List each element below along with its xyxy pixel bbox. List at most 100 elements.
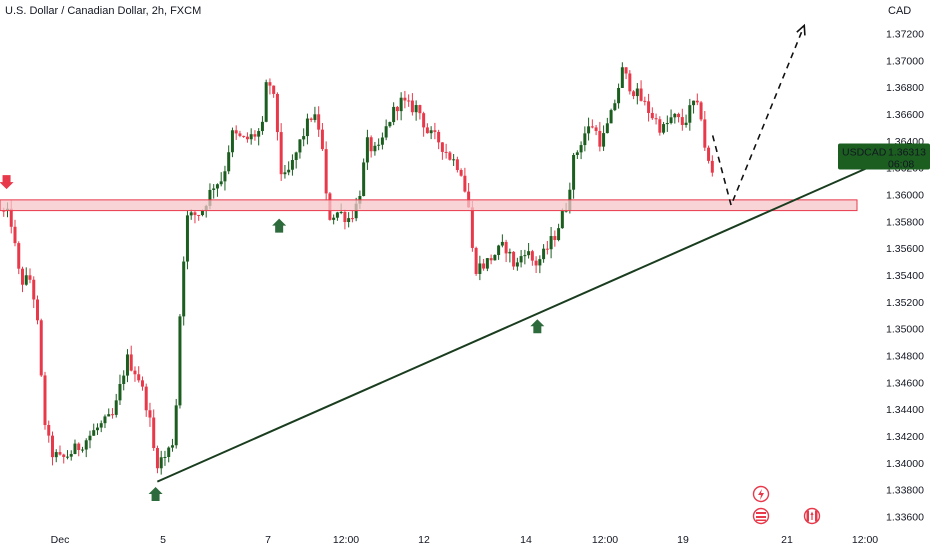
candle-body: [245, 136, 249, 140]
candle-body: [58, 452, 62, 455]
time-tick-label: 14: [520, 534, 532, 546]
candle-body: [137, 374, 141, 381]
candle-body: [212, 188, 216, 190]
candle-body: [602, 133, 606, 147]
candle-body: [347, 218, 351, 223]
time-tick-label: Dec: [51, 534, 70, 546]
candle-body: [538, 259, 542, 266]
candle-body: [268, 82, 272, 86]
candle-body: [688, 105, 692, 123]
time-axis: Dec 5 7 12:00 12 14 12:00 19 21 12:00: [51, 534, 879, 546]
price-tick-label: 1.35800: [886, 216, 924, 228]
projection-path[interactable]: [711, 25, 805, 208]
candle-body: [605, 123, 609, 134]
candle-body: [230, 130, 234, 153]
price-tick-label: 1.35400: [886, 270, 924, 282]
price-tag: USDCAD 1.36313 06:08: [838, 143, 930, 171]
candle-body: [219, 181, 223, 185]
candle-body: [459, 170, 463, 176]
price-tag-countdown: 06:08: [888, 159, 914, 171]
candle-body: [703, 119, 707, 148]
candle-body: [437, 131, 441, 143]
candle-body: [9, 208, 13, 227]
candle-body: [2, 210, 6, 212]
candle-body: [710, 160, 714, 173]
candle-body: [643, 100, 647, 102]
candle-body: [283, 172, 287, 175]
canada-flag-icon[interactable]: [803, 507, 821, 525]
candle-body: [519, 256, 523, 263]
candle-body: [635, 88, 639, 97]
candle-body: [470, 207, 474, 248]
candle-body: [493, 254, 497, 261]
candle-body: [69, 454, 73, 457]
price-tick-label: 1.33600: [886, 512, 924, 524]
candle-body: [35, 299, 39, 321]
candle-body: [647, 101, 651, 113]
candle-body: [129, 354, 133, 371]
lightning-icon[interactable]: [752, 485, 770, 503]
candle-body: [332, 217, 336, 220]
time-tick-label: 12: [418, 534, 430, 546]
candle-body: [377, 144, 381, 146]
candle-body: [215, 184, 219, 189]
candle-body: [673, 113, 677, 118]
candle-body: [324, 149, 328, 194]
candle-body: [628, 73, 632, 92]
candle-body: [99, 423, 103, 428]
price-tick-label: 1.37200: [886, 29, 924, 41]
candle-body: [609, 110, 613, 124]
price-tick-label: 1.33800: [886, 485, 924, 497]
candle-body: [343, 211, 347, 223]
candle-body: [680, 117, 684, 125]
candle-body: [167, 447, 171, 457]
candle-body: [163, 456, 167, 458]
candle-body: [140, 380, 144, 387]
candle-body: [410, 100, 414, 113]
candle-body: [43, 375, 47, 425]
candle-body: [669, 117, 673, 124]
candle-body: [159, 457, 163, 469]
candle-body: [320, 129, 324, 150]
arrow-up-marker: [272, 218, 287, 233]
candle-body: [339, 211, 343, 213]
candle-body: [118, 384, 122, 401]
candle-body: [253, 134, 257, 137]
candle-body: [392, 106, 396, 123]
candle-body: [572, 154, 576, 190]
price-tick-label: 1.37000: [886, 55, 924, 67]
trendline-layer: [156, 23, 875, 483]
candle-body: [425, 127, 429, 134]
candle-body: [272, 85, 276, 94]
candle-body: [174, 405, 178, 446]
support-zone: [0, 199, 858, 212]
candle-body: [530, 251, 534, 261]
candle-body: [422, 113, 426, 128]
candle-body: [298, 139, 302, 153]
price-tick-label: 1.35200: [886, 297, 924, 309]
candle-body: [489, 258, 493, 261]
candle-body: [545, 248, 549, 250]
candle-body: [624, 67, 628, 74]
candle-body: [579, 145, 583, 153]
candle-body: [249, 134, 253, 140]
candle-body: [257, 131, 261, 137]
candle-body: [305, 118, 309, 137]
candle-body: [384, 126, 388, 138]
candle-body: [684, 122, 688, 125]
candle-body: [125, 354, 129, 376]
candle-body: [388, 122, 392, 127]
candle-body: [677, 113, 681, 118]
candle-body: [88, 435, 92, 441]
trendline[interactable]: [156, 164, 875, 483]
time-tick-label: 12:00: [592, 534, 618, 546]
candle-body: [238, 133, 242, 136]
price-axis: 1.372001.370001.368001.366001.364001.362…: [886, 29, 924, 524]
candle-body: [50, 435, 54, 458]
candle-body: [155, 448, 159, 469]
candle-body: [313, 114, 317, 120]
candle-body: [478, 263, 482, 274]
us-flag-icon[interactable]: [752, 507, 770, 525]
event-icons[interactable]: [752, 485, 821, 525]
